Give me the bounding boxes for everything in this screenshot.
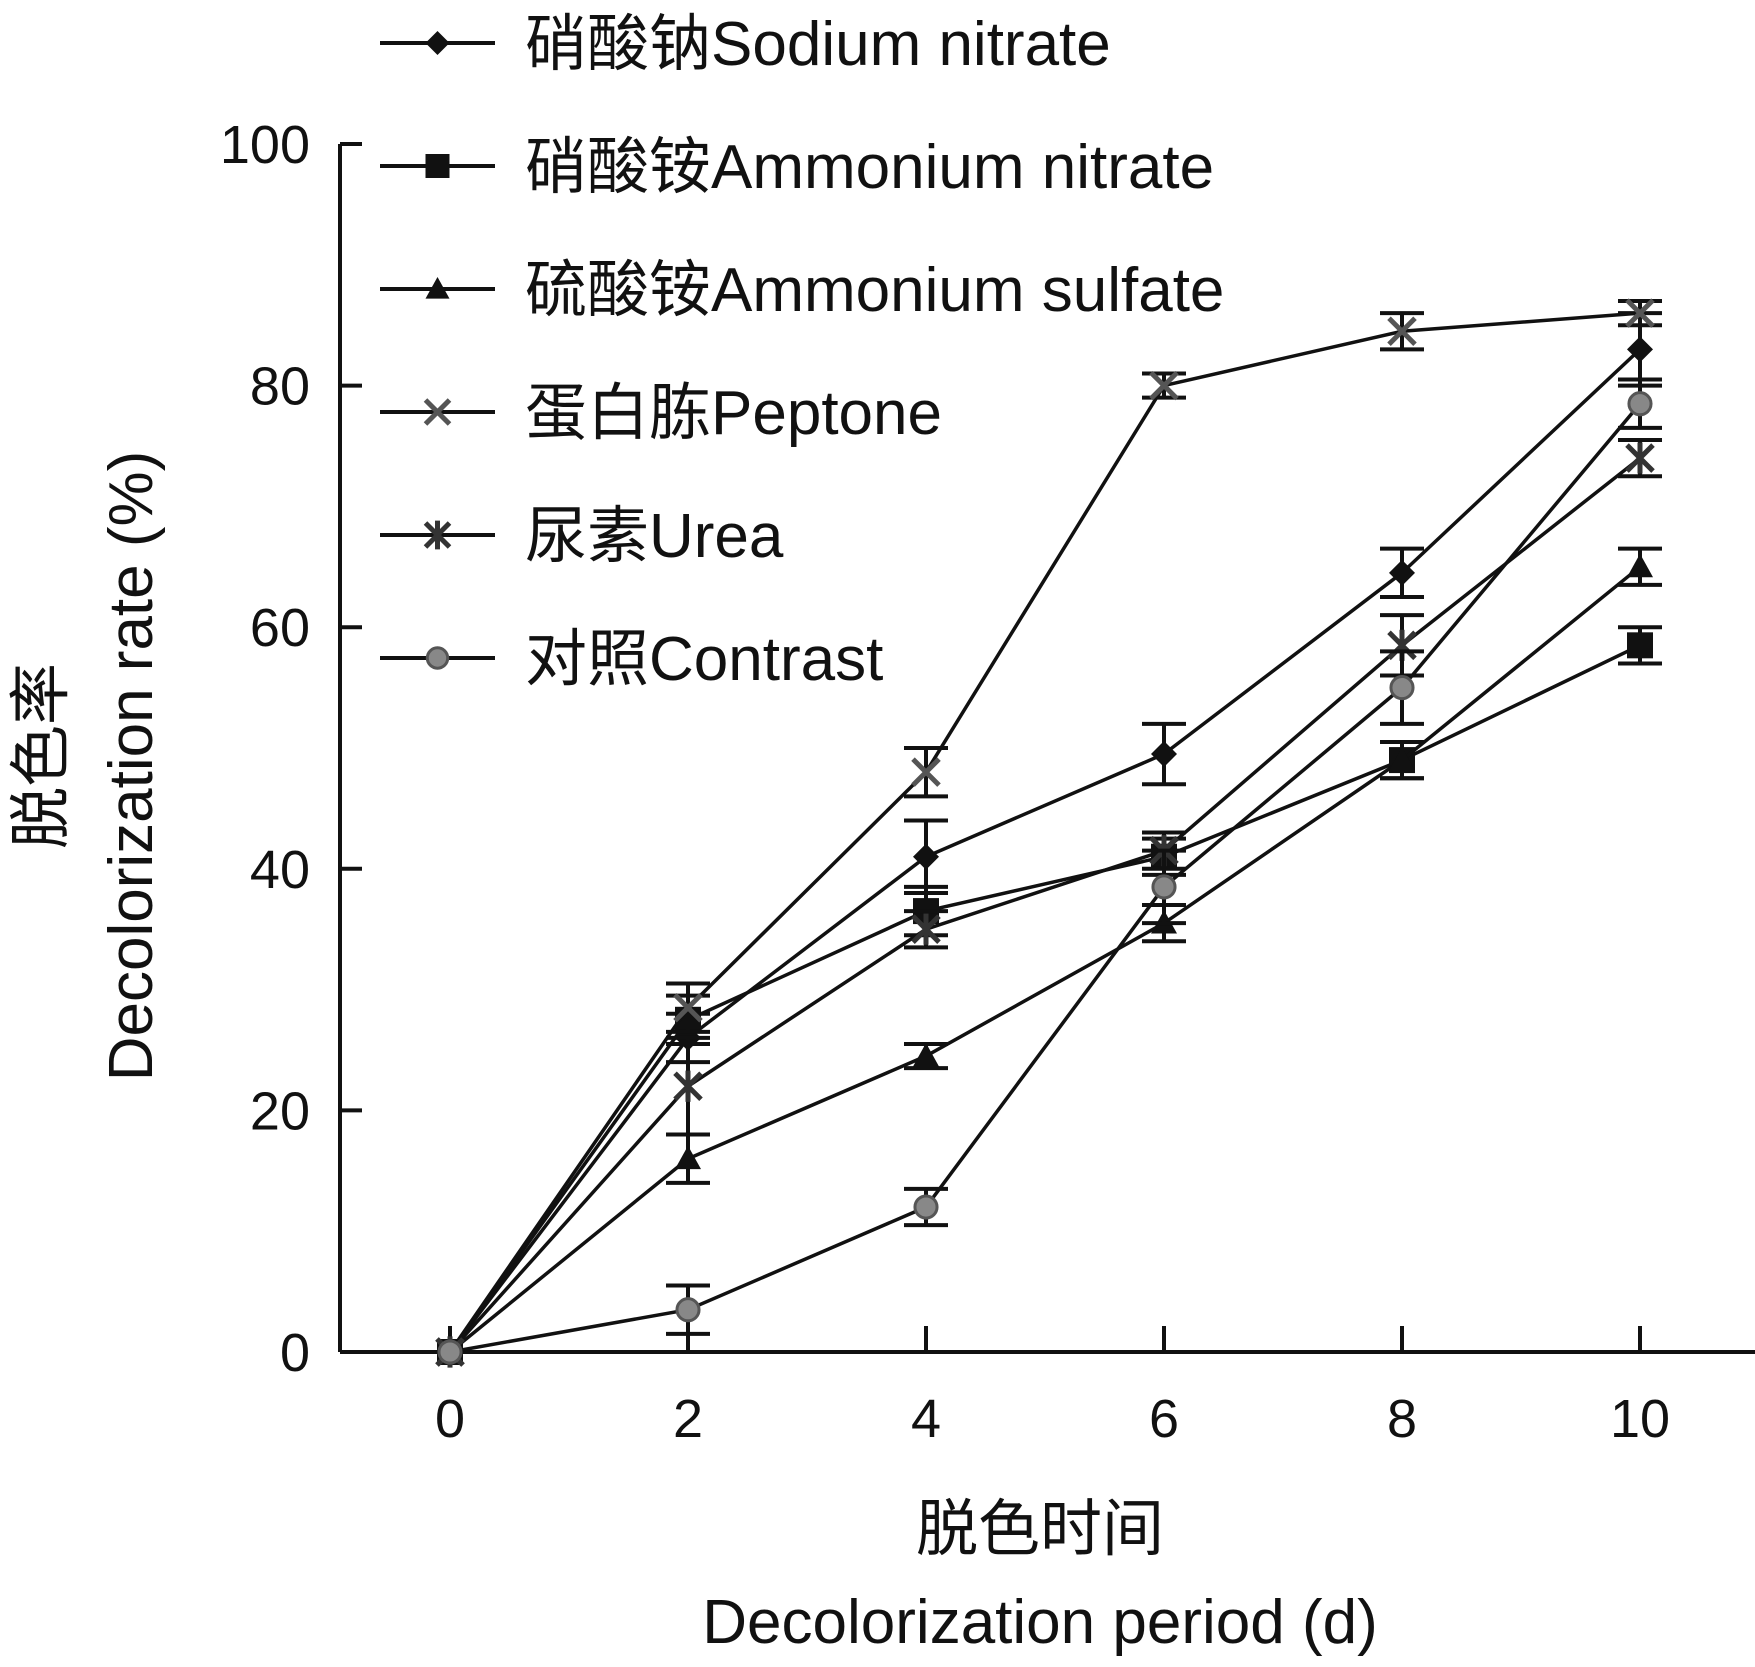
circle-marker xyxy=(425,646,450,670)
legend-label: 对照Contrast xyxy=(525,625,883,694)
series-line xyxy=(448,565,1642,1354)
series-group xyxy=(435,298,1662,1367)
triangle-marker xyxy=(1627,553,1653,578)
y-axis-title: Decolorization rate (%) xyxy=(97,451,166,1082)
y-tick-label: 40 xyxy=(250,840,310,900)
legend-label: 硫酸铵Ammonium sulfate xyxy=(525,256,1224,325)
x-tick-label: 2 xyxy=(673,1389,703,1449)
diamond-marker xyxy=(1389,559,1415,586)
triangle-marker xyxy=(675,1145,701,1170)
diamond-marker xyxy=(1151,741,1177,768)
x-tick-label: 0 xyxy=(435,1389,465,1449)
x-marker xyxy=(1625,298,1655,328)
plot-area xyxy=(435,298,1662,1368)
legend-label: 硝酸铵Ammonium nitrate xyxy=(525,133,1214,202)
series-group xyxy=(437,311,1662,1365)
legend-item: 对照Contrast xyxy=(380,625,883,694)
legend-label: 尿素Urea xyxy=(525,502,784,571)
diamond-marker xyxy=(913,843,939,870)
circle-marker xyxy=(437,1339,463,1365)
axes xyxy=(338,144,1755,1354)
legend-item: 硝酸钠Sodium nitrate xyxy=(380,10,1111,79)
series-line xyxy=(449,402,1642,1354)
x-marker xyxy=(673,992,703,1023)
circle-marker xyxy=(1389,675,1415,701)
star-marker xyxy=(673,1070,703,1102)
legend: 硝酸钠Sodium nitrate 硝酸铵Ammonium nitrate 硫酸铵A… xyxy=(380,10,1224,694)
series-group xyxy=(437,546,1662,1363)
series-group xyxy=(437,625,1662,1365)
triangle-marker xyxy=(1389,747,1415,771)
y-tick-label: 80 xyxy=(250,357,310,417)
y-tick-label: 100 xyxy=(220,115,310,175)
legend-label: 硝酸钠Sodium nitrate xyxy=(525,10,1111,79)
x-tick-label: 10 xyxy=(1610,1389,1670,1449)
y-axis-title-cn: 脱色率 xyxy=(7,663,76,849)
x-marker xyxy=(423,398,452,426)
series-group xyxy=(437,377,1662,1365)
x-marker xyxy=(1387,316,1417,347)
triangle-marker xyxy=(425,277,450,299)
square-marker xyxy=(425,154,450,178)
y-tick-label: 0 xyxy=(280,1323,310,1383)
x-axis-title: Decolorization period (d) xyxy=(702,1588,1377,1657)
diamond-marker xyxy=(425,31,450,55)
x-tick-label: 4 xyxy=(911,1389,941,1449)
series-line xyxy=(448,643,1641,1354)
x-marker xyxy=(911,757,941,787)
square-marker xyxy=(1627,632,1653,659)
star-marker xyxy=(423,520,452,550)
triangle-marker xyxy=(913,1043,939,1067)
series-line xyxy=(448,348,1642,1354)
y-tick-label: 60 xyxy=(250,598,310,658)
series-line xyxy=(448,311,1641,1353)
circle-marker xyxy=(1627,391,1653,417)
x-axis-title-cn: 脱色时间 xyxy=(916,1495,1164,1564)
legend-item: 蛋白胨Peptone xyxy=(380,379,942,448)
series-group xyxy=(435,437,1662,1368)
circle-marker xyxy=(913,1194,939,1220)
tick-group: 0 20 40 60 80 100 0 2 4 6 8 10 xyxy=(220,115,1670,1449)
legend-label: 蛋白胨Peptone xyxy=(525,379,942,448)
x-tick-label: 6 xyxy=(1149,1389,1179,1449)
star-marker xyxy=(911,913,941,945)
y-tick-label: 20 xyxy=(250,1081,310,1141)
star-marker xyxy=(1625,442,1655,474)
diamond-marker xyxy=(1627,336,1653,363)
legend-item: 尿素Urea xyxy=(380,502,784,571)
series-line xyxy=(448,456,1642,1354)
x-tick-label: 8 xyxy=(1387,1389,1417,1449)
circle-marker xyxy=(1151,874,1177,900)
legend-item: 硝酸铵Ammonium nitrate xyxy=(380,133,1214,202)
legend-item: 硫酸铵Ammonium sulfate xyxy=(380,256,1224,325)
x-marker xyxy=(1149,370,1179,401)
circle-marker xyxy=(675,1297,701,1323)
